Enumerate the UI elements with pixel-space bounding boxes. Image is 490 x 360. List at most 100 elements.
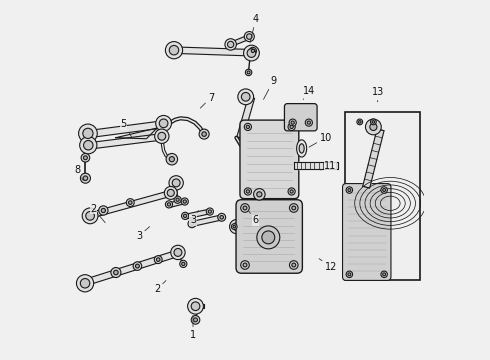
Circle shape xyxy=(133,262,142,270)
Circle shape xyxy=(208,210,212,213)
Polygon shape xyxy=(237,96,255,139)
Circle shape xyxy=(82,208,98,224)
Circle shape xyxy=(305,119,313,126)
Circle shape xyxy=(238,89,254,105)
Text: 6: 6 xyxy=(248,211,259,225)
Circle shape xyxy=(81,153,90,162)
Circle shape xyxy=(166,201,172,208)
Circle shape xyxy=(191,302,200,311)
Circle shape xyxy=(78,124,97,143)
Circle shape xyxy=(357,119,363,125)
Circle shape xyxy=(254,189,265,200)
Circle shape xyxy=(83,128,93,139)
Circle shape xyxy=(291,121,294,124)
Circle shape xyxy=(188,298,203,314)
Polygon shape xyxy=(230,35,249,46)
Circle shape xyxy=(171,245,185,260)
FancyBboxPatch shape xyxy=(240,120,299,199)
Circle shape xyxy=(249,47,256,54)
Circle shape xyxy=(169,176,183,190)
Text: 3: 3 xyxy=(190,211,198,225)
Polygon shape xyxy=(91,191,171,218)
Circle shape xyxy=(241,204,249,212)
Circle shape xyxy=(167,189,174,197)
Circle shape xyxy=(307,121,311,124)
Text: 11: 11 xyxy=(320,161,337,171)
Circle shape xyxy=(359,121,361,123)
Circle shape xyxy=(174,248,182,256)
Circle shape xyxy=(80,279,90,288)
Circle shape xyxy=(188,220,196,228)
Polygon shape xyxy=(175,47,250,56)
Circle shape xyxy=(346,187,353,193)
Circle shape xyxy=(290,261,298,269)
Text: 4: 4 xyxy=(250,14,259,43)
Circle shape xyxy=(246,125,249,129)
Text: 10: 10 xyxy=(309,133,332,147)
Circle shape xyxy=(181,198,188,205)
Circle shape xyxy=(206,208,214,215)
Circle shape xyxy=(156,116,171,131)
Circle shape xyxy=(245,123,251,131)
Circle shape xyxy=(288,188,295,195)
Polygon shape xyxy=(294,162,338,169)
Polygon shape xyxy=(86,251,178,285)
Circle shape xyxy=(292,263,295,267)
Text: 14: 14 xyxy=(303,86,315,99)
Circle shape xyxy=(191,316,200,324)
Text: 9: 9 xyxy=(264,76,276,99)
Circle shape xyxy=(370,119,376,125)
Circle shape xyxy=(242,93,250,101)
Circle shape xyxy=(227,41,234,48)
Text: 12: 12 xyxy=(319,258,337,272)
Polygon shape xyxy=(188,304,204,309)
Circle shape xyxy=(230,220,244,234)
Polygon shape xyxy=(363,129,384,188)
FancyBboxPatch shape xyxy=(343,184,391,280)
Circle shape xyxy=(199,129,209,139)
Circle shape xyxy=(257,192,262,197)
Circle shape xyxy=(245,69,252,76)
Circle shape xyxy=(218,213,225,221)
Polygon shape xyxy=(89,121,163,138)
Text: 2: 2 xyxy=(91,204,105,223)
Circle shape xyxy=(290,204,298,212)
Circle shape xyxy=(182,262,185,266)
Circle shape xyxy=(176,198,179,201)
Circle shape xyxy=(166,153,177,165)
Circle shape xyxy=(174,196,181,203)
Circle shape xyxy=(247,71,250,74)
Circle shape xyxy=(86,212,95,220)
Circle shape xyxy=(252,152,258,157)
Text: 2: 2 xyxy=(154,280,166,294)
Circle shape xyxy=(348,273,351,276)
Circle shape xyxy=(383,189,386,192)
Bar xyxy=(344,112,420,280)
Circle shape xyxy=(111,267,121,278)
FancyBboxPatch shape xyxy=(236,200,302,273)
Circle shape xyxy=(101,208,105,212)
Circle shape xyxy=(292,206,295,210)
FancyBboxPatch shape xyxy=(285,104,317,131)
Circle shape xyxy=(348,189,351,192)
Circle shape xyxy=(80,136,97,154)
Circle shape xyxy=(231,224,237,229)
Circle shape xyxy=(220,216,223,219)
Text: 7: 7 xyxy=(200,93,214,108)
Circle shape xyxy=(126,199,134,207)
Circle shape xyxy=(247,49,256,57)
Circle shape xyxy=(366,119,381,135)
Circle shape xyxy=(169,157,174,162)
Circle shape xyxy=(164,186,177,199)
Polygon shape xyxy=(169,199,185,207)
Circle shape xyxy=(370,123,377,131)
Circle shape xyxy=(158,132,166,140)
Text: 8: 8 xyxy=(74,165,83,180)
Text: 5: 5 xyxy=(121,120,132,138)
Circle shape xyxy=(381,187,388,193)
Circle shape xyxy=(128,201,132,204)
Circle shape xyxy=(233,225,236,228)
Circle shape xyxy=(251,49,254,53)
Circle shape xyxy=(245,32,254,41)
Circle shape xyxy=(346,271,353,278)
